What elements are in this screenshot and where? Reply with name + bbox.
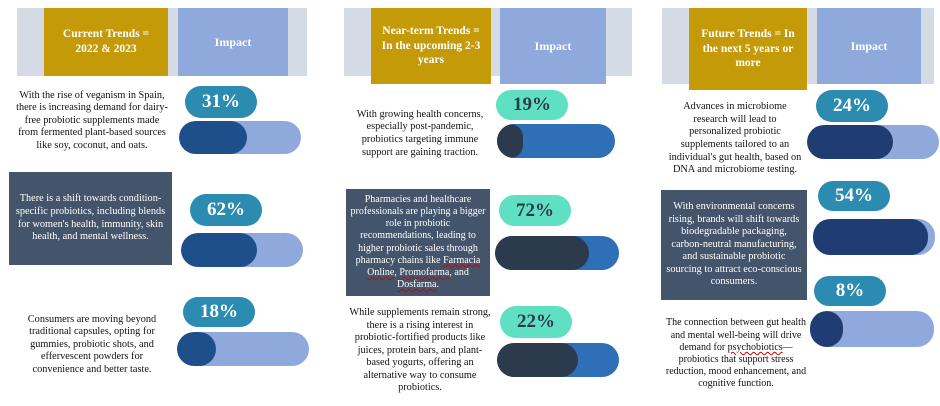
col1-item3-bar-fill — [177, 332, 217, 366]
col3-item2-bar — [813, 219, 935, 255]
farmacia-online-link: Farmacia Online — [367, 254, 481, 278]
col2-item3-text: While supplements remain strong, there i… — [349, 307, 491, 394]
col1-item2-bar — [181, 233, 303, 267]
col3-impact-label: Impact — [817, 8, 921, 84]
col3-item3-bar — [810, 311, 934, 347]
psychobiotics-term: psychobiotics — [727, 341, 783, 353]
col1-item3-percent: 18% — [183, 297, 255, 327]
promofarma-link: Promofarma — [399, 266, 450, 278]
col2-item1-percent: 19% — [496, 90, 568, 120]
col3-header: Future Trends = In the next 5 years or m… — [689, 8, 807, 90]
col1-item2-text: There is a shift towards condition-speci… — [9, 172, 172, 265]
col2-item1-text: With growing health concerns, especially… — [356, 108, 484, 158]
col1-impact-label: Impact — [178, 8, 288, 76]
col2-item3-percent: 22% — [500, 306, 572, 338]
col2-impact-label: Impact — [500, 8, 606, 84]
col2-header: Near-term Trends = In the upcoming 2-3 y… — [371, 8, 491, 84]
col2-item2-percent: 72% — [499, 195, 571, 226]
col2-item1-bar — [497, 124, 615, 158]
col1-item3-text: Consumers are moving beyond traditional … — [27, 313, 157, 375]
col3-item3-text-content: The connection between gut health and me… — [665, 317, 807, 390]
col3-item2-text: With environmental concerns rising, bran… — [661, 190, 807, 300]
col1-item1-bar-fill — [179, 121, 248, 154]
col3-item2-percent: 54% — [818, 181, 890, 211]
col2-item2-bar-fill — [495, 236, 589, 270]
col2-item2-text-content: Pharmacies and healthcare professionals … — [350, 193, 486, 291]
col3-item1-percent: 24% — [816, 90, 888, 122]
col2-item3-bar — [497, 343, 619, 377]
col2-item2-bar — [495, 236, 619, 270]
col1-header: Current Trends = 2022 & 2023 — [44, 8, 168, 76]
col1-item3-bar — [177, 332, 309, 366]
dosfarma-link: Dosfarma — [397, 279, 437, 291]
col1-item1-bar — [179, 121, 301, 154]
col1-item2-percent: 62% — [190, 194, 262, 226]
col1-item1-text: With the rise of veganism in Spain, ther… — [16, 89, 168, 151]
col3-item3-bar-fill — [810, 311, 843, 347]
col3-item3-text: The connection between gut health and me… — [665, 310, 807, 398]
col2-item1-bar-fill — [497, 124, 523, 158]
col3-item2-bar-fill — [813, 219, 929, 255]
col2-item3-bar-fill — [497, 343, 578, 377]
col2-item2-text: Pharmacies and healthcare professionals … — [346, 189, 490, 296]
col3-item1-bar-fill — [807, 125, 893, 159]
col3-item1-text: Advances in microbiome research will lea… — [668, 101, 802, 176]
col3-item3-percent: 8% — [814, 276, 886, 306]
col1-item1-percent: 31% — [185, 86, 257, 118]
col3-item1-bar — [807, 125, 939, 159]
col1-item2-bar-fill — [181, 233, 257, 267]
